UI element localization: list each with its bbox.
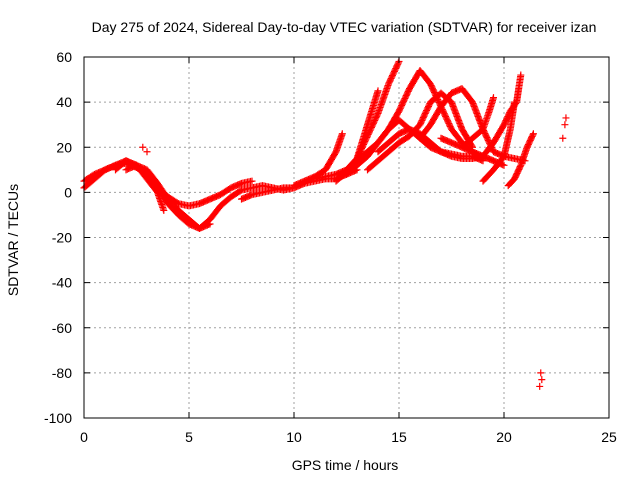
axis-ticks: [83, 56, 610, 419]
chart-title: Day 275 of 2024, Sidereal Day-to-day VTE…: [92, 19, 597, 35]
isolated-point: [536, 382, 544, 390]
y-tick-labels: -100 -80 -60 -40 -20 0 20 40 60: [44, 49, 72, 426]
x-tick-labels: 0 5 10 15 20 25: [80, 429, 617, 445]
arc-l-point: [500, 161, 508, 169]
x-tick-label: 25: [601, 429, 617, 445]
arc-o-point: [490, 94, 497, 102]
arc-q-point: [529, 130, 537, 138]
arc-n-point: [517, 71, 525, 79]
y-tick-label: 40: [56, 94, 72, 110]
y-tick-label: 20: [56, 139, 72, 155]
y-tick-label: -40: [52, 275, 72, 291]
isolated-point: [559, 134, 567, 142]
y-tick-label: -100: [44, 410, 72, 426]
y-tick-label: -20: [52, 230, 72, 246]
isolated-point: [561, 121, 569, 129]
isolated-point: [139, 143, 147, 151]
y-tick-label: 60: [56, 49, 72, 65]
arc-b-point: [248, 177, 256, 185]
x-tick-label: 0: [80, 429, 88, 445]
y-tick-label: 0: [64, 184, 72, 200]
arc-d-point: [160, 206, 168, 214]
x-tick-label: 10: [286, 429, 302, 445]
x-tick-label: 20: [496, 429, 512, 445]
arc-q-point: [529, 131, 537, 139]
y-tick-label: -80: [52, 365, 72, 381]
isolated-point: [538, 376, 546, 384]
isolated-point: [143, 148, 151, 156]
y-axis-label: SDTVAR / TECUs: [5, 184, 21, 296]
arc-g-point: [374, 87, 382, 95]
x-tick-label: 5: [185, 429, 193, 445]
data-points: [80, 58, 570, 390]
isolated-point: [562, 114, 570, 122]
arc-h-point: [394, 59, 402, 67]
isolated-point: [537, 369, 545, 377]
x-tick-label: 15: [391, 429, 407, 445]
arc-p-point: [511, 98, 518, 106]
y-tick-label: -60: [52, 320, 72, 336]
x-axis-label: GPS time / hours: [292, 457, 399, 473]
arc-f-point: [338, 130, 346, 138]
